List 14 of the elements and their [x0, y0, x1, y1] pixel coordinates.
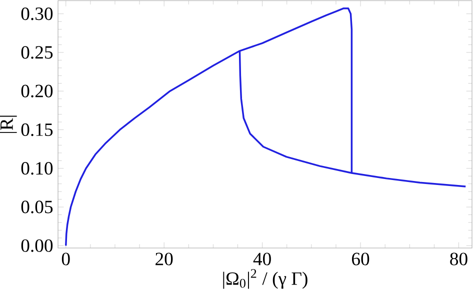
y-tick-label: 0.05	[21, 200, 53, 214]
x-tick-label: 80	[450, 252, 468, 266]
y-tick-label: 0.10	[21, 162, 53, 175]
x-tick-label: 0	[62, 252, 70, 266]
y-tick-label: 0.25	[21, 46, 53, 59]
y-tick-label: 0.30	[21, 7, 53, 20]
x-tick-label: 40	[253, 252, 271, 266]
y-tick-label: 0.00	[21, 239, 53, 252]
x-tick-label: 20	[156, 252, 173, 266]
y-tick-label: 0.15	[21, 123, 53, 136]
x-tick-label: 60	[352, 252, 370, 266]
x-axis-title: |Ω$_{0}$|$^{2}$ / (γ Γ)	[223, 269, 308, 289]
y-axis-title: |R|	[0, 116, 17, 133]
y-tick-label: 0.20	[21, 84, 53, 98]
